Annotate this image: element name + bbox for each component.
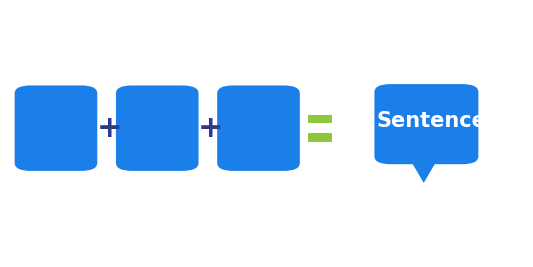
Text: +: +	[198, 114, 223, 143]
Bar	[308, 115, 332, 123]
Bar	[308, 134, 332, 142]
Text: +: +	[96, 114, 122, 143]
FancyBboxPatch shape	[374, 84, 479, 164]
Polygon shape	[412, 163, 435, 183]
FancyBboxPatch shape	[14, 85, 97, 171]
FancyBboxPatch shape	[217, 85, 300, 171]
FancyBboxPatch shape	[116, 85, 198, 171]
Text: Sentence: Sentence	[377, 112, 487, 131]
